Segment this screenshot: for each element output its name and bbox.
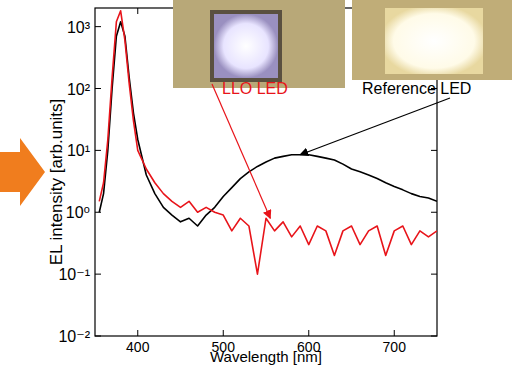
annotation-arrow <box>300 98 450 155</box>
x-tick <box>308 330 309 336</box>
y-tick <box>95 336 101 337</box>
photo-llo <box>173 0 345 88</box>
y-tick <box>431 274 437 275</box>
y-tick <box>431 150 437 151</box>
decor-arrow <box>0 138 45 206</box>
x-tick <box>137 330 138 336</box>
y-axis-label: EL intensity [arb.units] <box>47 99 66 266</box>
x-tick <box>223 330 224 336</box>
x-tick <box>394 330 395 336</box>
annotation-label: LLO LED <box>222 80 288 97</box>
photo-llo-glow <box>214 14 278 78</box>
y-tick <box>95 26 101 27</box>
x-axis-label: Wavelength [nm] <box>210 348 322 365</box>
x-tick-label: 700 <box>383 339 407 355</box>
y-tick-label: 10⁰ <box>66 204 90 221</box>
photo-reference <box>352 0 512 80</box>
photo-llo-chip <box>210 10 282 82</box>
y-tick <box>95 88 101 89</box>
x-tick <box>137 8 138 14</box>
y-tick <box>431 336 437 337</box>
y-tick <box>431 212 437 213</box>
x-tick-label: 400 <box>126 339 150 355</box>
y-tick-label: 10¹ <box>67 142 90 159</box>
y-tick <box>95 150 101 151</box>
chart: 40050060070010⁻²10⁻¹10⁰10¹10²10³Waveleng… <box>0 0 512 368</box>
y-tick <box>95 274 101 275</box>
y-tick-label: 10⁻² <box>58 328 90 345</box>
y-tick-label: 10² <box>67 81 91 98</box>
y-tick-label: 10⁻¹ <box>58 266 90 283</box>
annotation-arrow <box>212 84 270 218</box>
y-tick-label: 10³ <box>67 19 91 36</box>
annotation-label: Reference LED <box>362 80 471 97</box>
photo-reference-glow <box>385 8 483 74</box>
